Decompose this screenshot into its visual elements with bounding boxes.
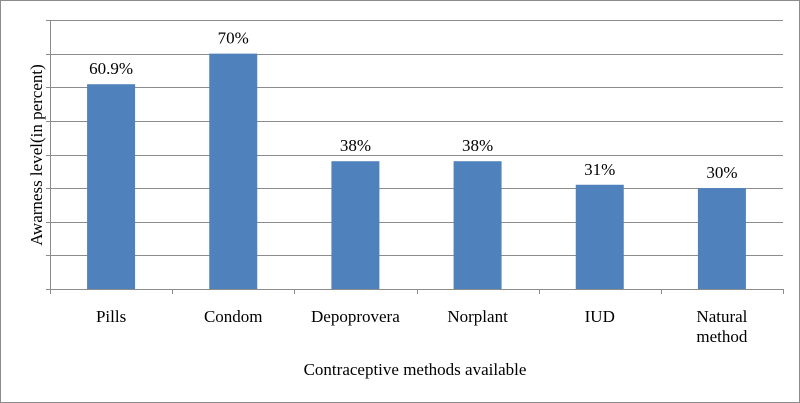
y-axis-label: Awarness level(in percent) xyxy=(27,64,46,246)
bar xyxy=(697,188,746,289)
x-tick-label: Pills xyxy=(96,307,126,326)
data-label: 60.9% xyxy=(89,59,133,78)
data-label: 38% xyxy=(462,136,493,155)
data-label: 38% xyxy=(340,136,371,155)
x-tick-label: Natural xyxy=(696,307,747,326)
bars xyxy=(87,53,746,289)
data-label: 31% xyxy=(584,160,615,179)
x-tick-label: Condom xyxy=(204,307,263,326)
x-tick-label: IUD xyxy=(585,307,615,326)
bar xyxy=(453,161,502,289)
x-tick-labels: Pills Condom Depoprovera Norplant IUD Natural… xyxy=(96,307,748,346)
x-tick-label: Depoprovera xyxy=(311,307,400,326)
axes xyxy=(46,20,784,294)
bar xyxy=(575,184,624,289)
x-tick-label: Norplant xyxy=(447,307,508,326)
gridlines xyxy=(50,20,783,256)
bar xyxy=(209,53,258,289)
x-tick-label: method xyxy=(696,327,747,346)
data-labels: 60.9% 70% 38% 38% 31% 30% xyxy=(89,29,737,183)
x-axis-label: Contraceptive methods available xyxy=(304,360,527,379)
data-label: 70% xyxy=(218,29,249,48)
data-label: 30% xyxy=(706,163,737,182)
bar xyxy=(87,84,136,289)
bar xyxy=(331,161,380,289)
